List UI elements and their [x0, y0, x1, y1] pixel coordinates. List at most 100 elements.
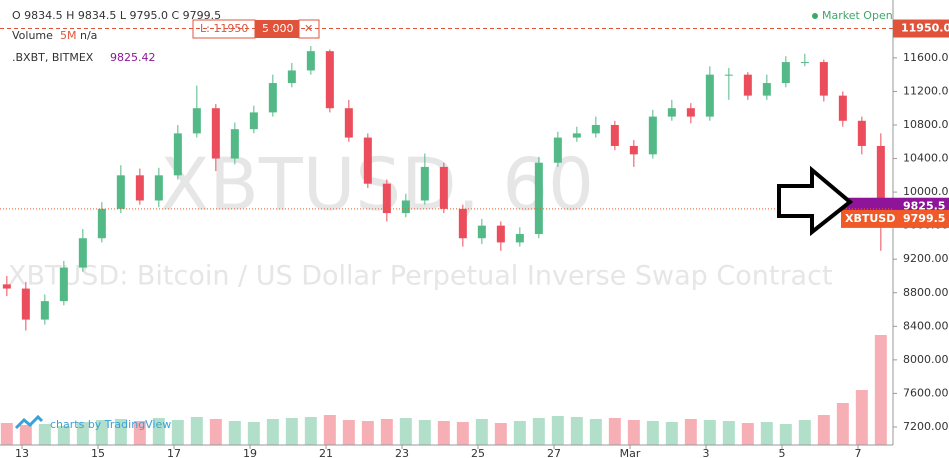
candle-body	[781, 62, 790, 84]
volume-bar	[418, 420, 431, 445]
volume-bar	[836, 403, 849, 445]
candle-body	[705, 74, 714, 117]
x-tick-label: 7	[855, 447, 862, 458]
volume-bar	[228, 421, 241, 445]
last-price: 9799.5	[903, 212, 945, 225]
candle-body	[819, 62, 828, 96]
volume-value: n/a	[80, 29, 97, 42]
arrow	[777, 165, 854, 237]
index-label: .BXBT, BITMEX	[12, 51, 94, 64]
y-tick-label: 10000.00	[903, 185, 949, 198]
volume-bar	[133, 421, 146, 445]
y-tick-label: 8400.00	[903, 319, 949, 332]
volume-bar	[513, 421, 526, 445]
candle-body	[21, 288, 30, 320]
last-price-tag	[841, 209, 949, 228]
branding: charts by TradingView	[50, 418, 171, 431]
index-value: 9825.42	[110, 51, 156, 64]
volume-bar	[589, 419, 602, 445]
candle-body	[686, 108, 695, 117]
candle-body	[249, 112, 258, 130]
index-price: 9825.5	[903, 200, 945, 213]
y-tick-label: 7600.00	[903, 386, 949, 399]
candle-body	[439, 166, 448, 209]
volume-bar	[380, 419, 393, 445]
candle-body	[477, 225, 486, 239]
volume-bar	[114, 419, 127, 445]
volume-bar	[399, 418, 412, 445]
volume-bar	[285, 418, 298, 445]
y-tick-label: 11200.00	[903, 84, 949, 97]
watermark-description: XBTUSD: Bitcoin / US Dollar Perpetual In…	[8, 261, 833, 292]
order-qty: 5 000	[262, 22, 294, 35]
candle-body	[838, 95, 847, 121]
volume-bar	[779, 424, 792, 445]
candle-body	[648, 116, 657, 155]
candle-body	[192, 108, 201, 134]
x-tick-label: 5	[779, 447, 786, 458]
volume-bar	[646, 421, 659, 445]
candle-body	[268, 83, 277, 113]
candle-body	[857, 120, 866, 146]
volume-bar	[209, 419, 222, 445]
volume-bar	[190, 417, 203, 445]
volume-bar	[437, 421, 450, 445]
volume-interval: 5M	[60, 29, 77, 42]
candle-body	[154, 175, 163, 201]
volume-bar	[323, 415, 336, 445]
volume-bar	[152, 418, 165, 445]
volume-bar	[627, 420, 640, 445]
brand-logo	[14, 414, 44, 430]
x-tick-label: 15	[91, 447, 105, 458]
volume-bar	[817, 415, 830, 445]
volume-bar	[494, 423, 507, 445]
candle-body	[344, 108, 353, 138]
y-tick-label: 7200.00	[903, 420, 949, 433]
x-tick-label: 19	[243, 447, 257, 458]
volume-bar	[38, 424, 51, 445]
volume-bar	[608, 418, 621, 445]
volume-bar	[304, 417, 317, 445]
candle-body	[401, 200, 410, 214]
volume-bar	[665, 422, 678, 445]
plot	[0, 46, 887, 445]
candle-body	[572, 133, 581, 138]
x-tick-label: 17	[167, 447, 181, 458]
volume-bar	[798, 420, 811, 445]
candle-body	[230, 129, 239, 159]
x-tick-label: 21	[319, 447, 333, 458]
x-tick-label: 23	[395, 447, 409, 458]
volume-bar	[684, 419, 697, 445]
ohlc: O 9834.5 H 9834.5 L 9795.0 C 9799.5	[12, 9, 221, 22]
candle-body	[97, 208, 106, 239]
candle-body	[2, 284, 11, 289]
volume-bar	[722, 421, 735, 445]
candle-body	[78, 238, 87, 268]
candle-body	[515, 234, 524, 243]
volume-bar	[19, 425, 32, 445]
volume-bar	[266, 419, 279, 445]
volume-bar	[551, 416, 564, 445]
volume-bar	[76, 422, 89, 445]
x-tick-label: 13	[15, 447, 29, 458]
candle-body	[534, 162, 543, 235]
candle-body	[363, 137, 372, 184]
candle-body	[876, 145, 885, 209]
volume-bar	[57, 426, 70, 445]
candle-body	[724, 74, 733, 76]
candle-body	[325, 51, 334, 109]
candle-body	[420, 166, 429, 201]
candle-body	[496, 225, 505, 243]
volume-bar	[475, 419, 488, 445]
candle-body	[382, 183, 391, 214]
volume-bar	[703, 420, 716, 445]
volume-bar	[874, 335, 887, 445]
volume-bar	[456, 422, 469, 445]
candle-body	[173, 133, 182, 176]
volume-bar	[342, 420, 355, 445]
volume-bar	[0, 423, 13, 445]
candle-body	[59, 267, 68, 302]
